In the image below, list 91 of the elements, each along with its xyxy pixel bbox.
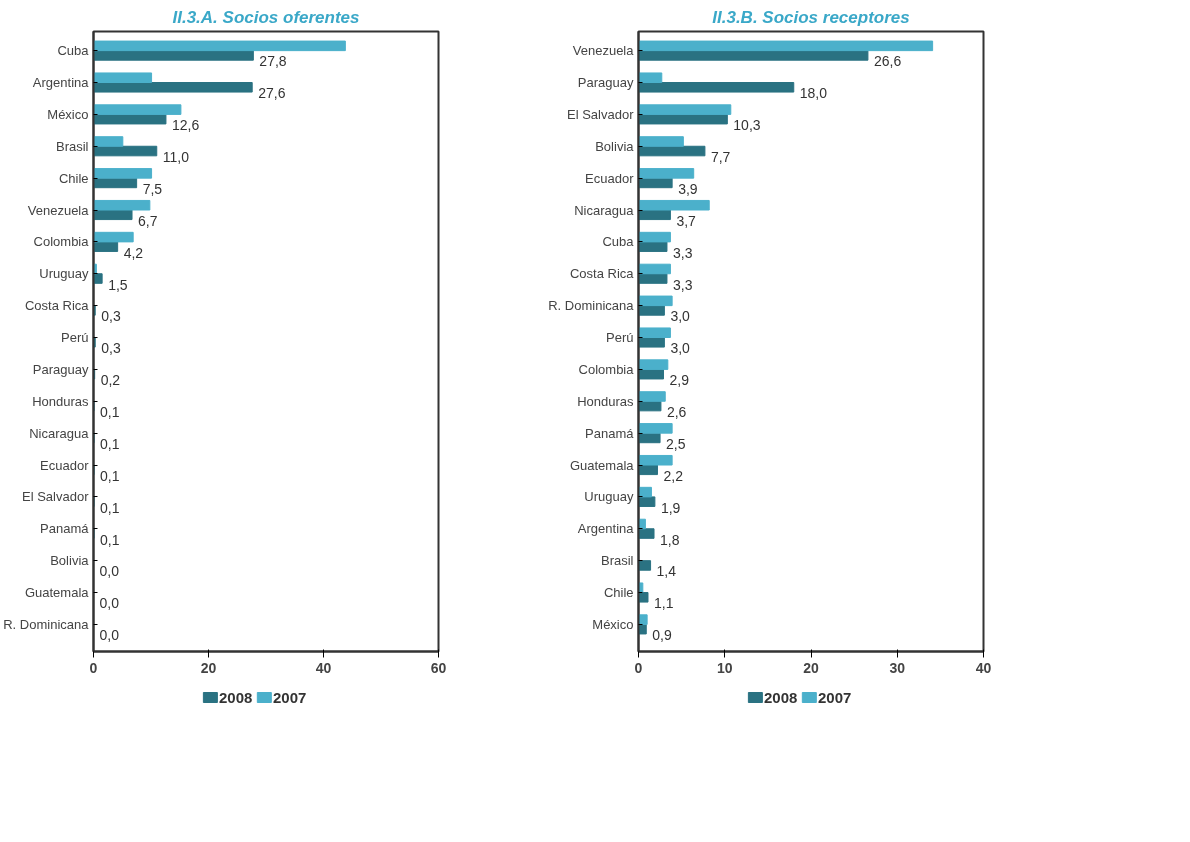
chart-title: II.3.A. Socios oferentes — [172, 7, 360, 27]
data-label: 6,7 — [138, 212, 158, 229]
x-tick-label: 20 — [200, 659, 217, 676]
data-label: 27,8 — [259, 53, 287, 70]
data-label: 10,3 — [733, 117, 761, 134]
y-tick-label: Nicaragua — [29, 425, 90, 441]
x-tick-label: 40 — [315, 659, 332, 676]
y-tick-label: México — [592, 616, 634, 632]
y-tick-label: Honduras — [32, 393, 89, 409]
x-tick-label: 30 — [889, 659, 906, 676]
y-tick-label: México — [47, 106, 89, 122]
data-label: 26,6 — [873, 53, 902, 70]
y-tick-label: Nicaragua — [574, 202, 635, 218]
data-label: 0,2 — [100, 372, 121, 389]
y-tick-label: Paraguay — [577, 75, 634, 90]
y-tick-label: Perú — [606, 330, 634, 346]
x-tick-label: 0 — [89, 659, 98, 676]
data-label: 27,6 — [258, 85, 286, 102]
data-label: 1,8 — [660, 531, 680, 548]
x-tick-label: 0 — [634, 659, 643, 676]
data-label: 0,1 — [100, 435, 120, 452]
y-tick-label: Guatemala — [569, 457, 635, 473]
y-tick-label: Argentina — [32, 75, 90, 90]
y-tick-label: Uruguay — [584, 489, 634, 505]
y-tick-label: Paraguay — [32, 361, 89, 377]
y-tick-label: Ecuador — [40, 457, 90, 473]
data-label: 0,9 — [652, 627, 672, 644]
data-label: 4,2 — [123, 244, 144, 261]
data-label: 0,1 — [100, 499, 120, 516]
y-tick-label: R. Dominicana — [3, 616, 90, 632]
data-label: 2,5 — [666, 435, 686, 452]
data-label: 2,6 — [666, 404, 687, 421]
y-tick-label: Colombia — [33, 234, 90, 250]
y-tick-label: Bolivia — [595, 138, 635, 154]
data-label: 3,3 — [672, 244, 693, 261]
data-label: 7,7 — [710, 149, 731, 166]
y-tick-label: Honduras — [577, 393, 634, 409]
y-tick-label: Chile — [58, 170, 89, 186]
data-label: 18,0 — [799, 85, 828, 102]
y-tick-label: Panamá — [585, 425, 635, 441]
legend-label: 2007 — [817, 688, 852, 706]
data-label: 1,4 — [656, 563, 677, 580]
x-tick-label: 40 — [975, 659, 992, 676]
y-tick-label: Ecuador — [585, 170, 635, 186]
data-label: 2,9 — [669, 372, 690, 389]
legend-label: 2007 — [272, 688, 307, 706]
y-tick-label: Perú — [61, 330, 89, 346]
legend-label: 2008 — [219, 688, 253, 706]
y-tick-label: Venezuela — [27, 202, 90, 218]
data-label: 12,6 — [171, 117, 200, 134]
data-label: 0,1 — [100, 467, 120, 484]
x-tick-label: 60 — [430, 659, 447, 676]
x-tick-label: 10 — [716, 659, 733, 676]
y-tick-label: Uruguay — [39, 266, 89, 282]
y-tick-label: Costa Rica — [24, 298, 90, 314]
data-label: 0,3 — [101, 340, 121, 357]
chart-title: II.3.B. Socios receptores — [712, 7, 910, 27]
y-tick-label: Brasil — [55, 138, 89, 154]
data-label: 3,3 — [672, 276, 693, 293]
x-tick-label: 20 — [803, 659, 819, 676]
data-label: 0,0 — [99, 627, 120, 644]
y-tick-label: Bolivia — [50, 553, 90, 569]
data-label: 0,1 — [100, 531, 120, 548]
y-tick-label: Venezuela — [572, 43, 635, 59]
y-tick-label: Cuba — [57, 43, 90, 59]
data-label: 3,9 — [678, 180, 698, 197]
y-tick-label: Argentina — [577, 521, 635, 537]
y-tick-label: R. Dominicana — [548, 298, 635, 314]
y-tick-label: Panamá — [40, 521, 90, 537]
y-tick-label: Chile — [603, 585, 634, 601]
y-tick-label: Colombia — [578, 361, 635, 377]
data-label: 0,1 — [100, 404, 120, 421]
data-label: 1,1 — [653, 595, 674, 612]
data-label: 0,0 — [99, 595, 120, 612]
data-label: 7,5 — [142, 180, 163, 197]
data-label: 11,0 — [162, 149, 190, 166]
data-label: 0,0 — [99, 563, 120, 580]
y-tick-label: El Salvador — [567, 106, 635, 122]
y-tick-label: Costa Rica — [569, 266, 635, 282]
data-label: 0,3 — [101, 308, 121, 325]
data-label: 3,0 — [670, 308, 691, 325]
data-label: 3,7 — [676, 212, 697, 229]
data-label: 1,9 — [660, 499, 681, 516]
y-tick-label: El Salvador — [22, 489, 90, 505]
data-label: 1,5 — [108, 276, 128, 293]
y-tick-label: Guatemala — [24, 585, 90, 601]
y-tick-label: Cuba — [602, 234, 635, 250]
y-tick-label: Brasil — [600, 553, 634, 569]
data-label: 2,2 — [663, 467, 684, 484]
legend-label: 2008 — [764, 688, 798, 706]
data-label: 3,0 — [670, 340, 691, 357]
